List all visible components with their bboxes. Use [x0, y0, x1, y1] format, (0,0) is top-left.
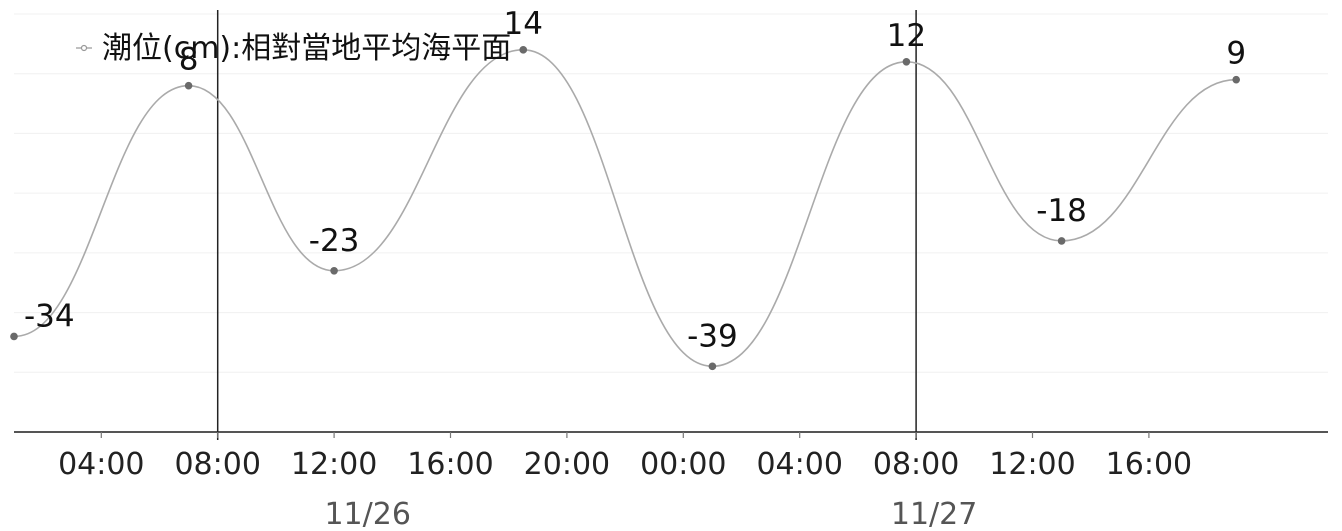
data-point	[1057, 237, 1066, 245]
data-point	[10, 332, 18, 341]
data-label: 14	[504, 6, 543, 42]
x-date-label: 11/26	[324, 497, 410, 531]
data-label: 9	[1226, 36, 1246, 72]
x-tick-label: 12:00	[291, 447, 377, 482]
x-tick-label: 04:00	[58, 447, 144, 482]
data-point	[708, 362, 717, 371]
legend: 潮位(cm):相對當地平均海平面	[76, 31, 511, 66]
data-label: -39	[687, 318, 738, 354]
x-tick-label: 08:00	[873, 447, 959, 482]
tide-data-labels: -34 8 -23 14 -39 12 -18 9	[24, 6, 1246, 354]
data-point	[1232, 75, 1240, 84]
legend-label: 潮位(cm):相對當地平均海平面	[102, 31, 511, 66]
x-date-labels: 11/26 11/27	[324, 497, 977, 531]
data-label: 8	[179, 42, 199, 78]
data-label: -34	[24, 298, 75, 334]
x-tick-label: 12:00	[989, 447, 1075, 482]
grid	[14, 13, 1328, 373]
data-point	[519, 46, 528, 54]
x-tick-label: 00:00	[640, 447, 726, 482]
legend-marker-icon	[80, 44, 88, 52]
day-divider-lines	[216, 10, 917, 440]
x-tick-labels: 04:00 08:00 12:00 16:00 20:00 00:00 04:00 08:00…	[58, 432, 1192, 482]
data-label: -23	[309, 223, 360, 259]
x-tick-label: 16:00	[407, 447, 493, 482]
tide-series-line	[13, 49, 1237, 368]
x-tick-label: 20:00	[524, 447, 610, 482]
x-tick-label: 08:00	[174, 447, 260, 482]
data-point	[184, 81, 193, 90]
data-label: 12	[887, 18, 926, 54]
x-tick-label: 16:00	[1106, 447, 1192, 482]
data-label: -18	[1036, 193, 1087, 229]
data-point	[902, 57, 911, 66]
tide-data-points	[10, 46, 1240, 371]
x-tick-label: 04:00	[756, 447, 842, 482]
data-point	[330, 266, 338, 275]
x-date-label: 11/27	[891, 497, 977, 531]
